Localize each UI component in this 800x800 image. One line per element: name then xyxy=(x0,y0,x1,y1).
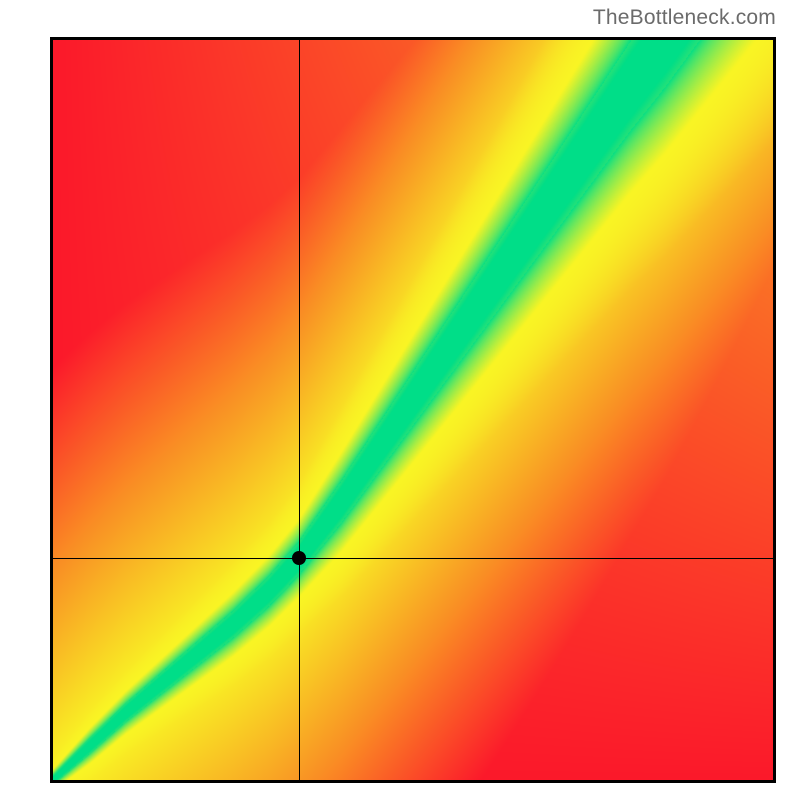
chart-container: TheBottleneck.com xyxy=(0,0,800,800)
crosshair-horizontal xyxy=(53,558,773,559)
crosshair-vertical xyxy=(299,40,300,780)
marker-dot xyxy=(292,551,306,565)
heatmap-canvas xyxy=(53,40,773,780)
plot-frame xyxy=(50,37,776,783)
watermark-text: TheBottleneck.com xyxy=(593,6,776,30)
